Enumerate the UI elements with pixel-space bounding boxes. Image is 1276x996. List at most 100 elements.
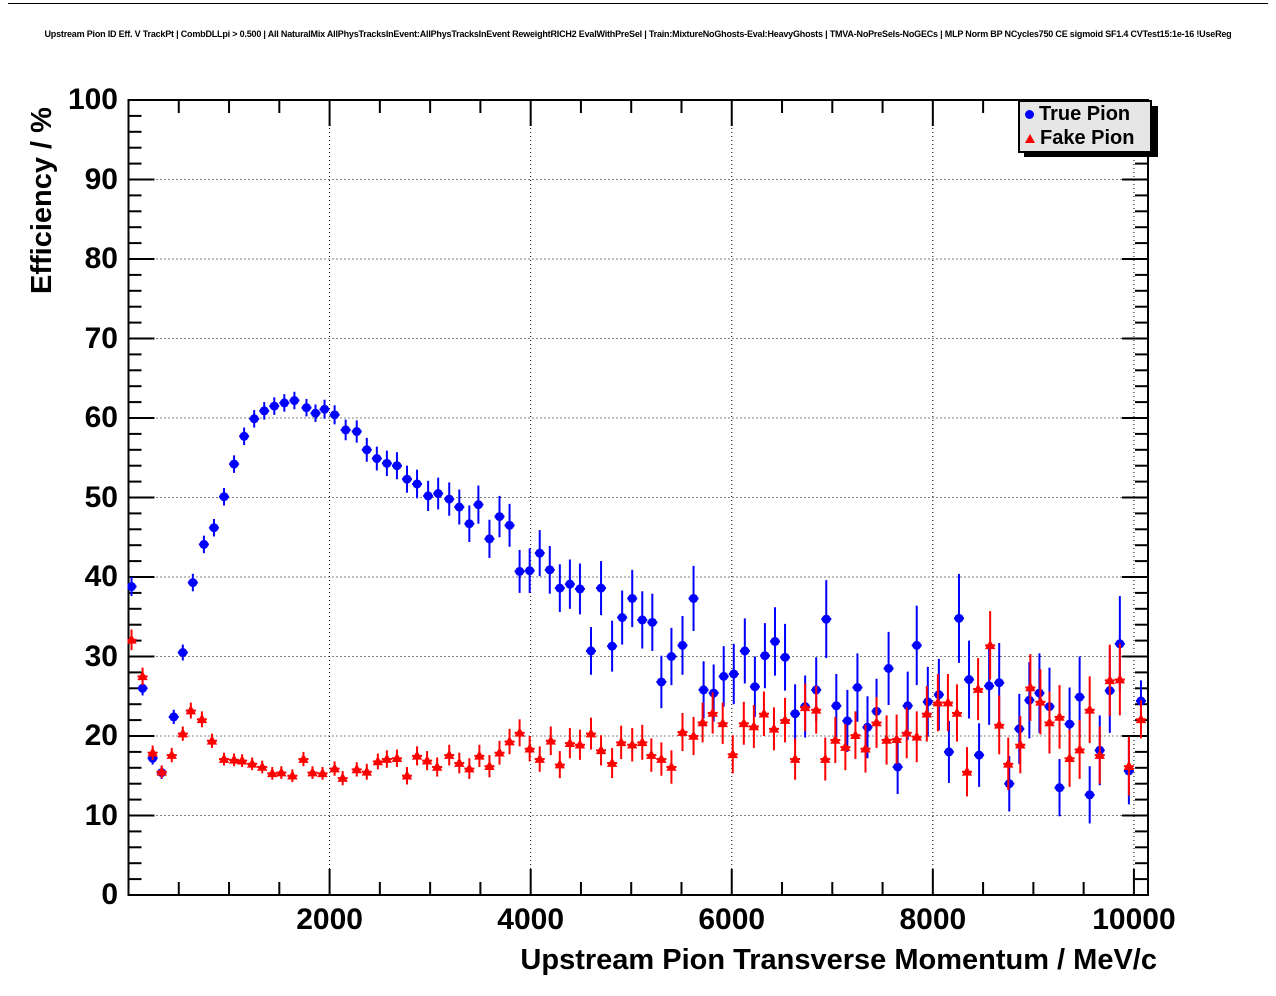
data-point-true-pion (289, 396, 299, 406)
y-tick-label: 50 (84, 480, 118, 514)
data-point-true-pion (555, 583, 565, 593)
data-point-true-pion (402, 474, 412, 484)
legend-label-true-pion: True Pion (1039, 103, 1131, 126)
data-point-true-pion (454, 502, 464, 512)
data-point-true-pion (352, 427, 362, 437)
data-point-fake-pion (799, 701, 811, 712)
data-point-true-pion (596, 583, 606, 593)
data-point-fake-pion (677, 726, 688, 736)
data-point-true-pion (923, 697, 933, 707)
data-point-fake-pion (137, 670, 148, 681)
data-point-fake-pion (545, 735, 556, 745)
data-point-fake-pion (236, 755, 248, 765)
y-tick-label: 90 (84, 162, 118, 196)
y-tick-label: 80 (84, 242, 118, 275)
data-point-fake-pion (401, 770, 413, 780)
data-point-true-pion (790, 709, 800, 719)
data-point-true-pion (842, 716, 852, 726)
data-point-true-pion (750, 682, 760, 692)
data-point-fake-pion (421, 755, 433, 765)
data-point-fake-pion (564, 737, 576, 747)
data-point-true-pion (831, 701, 841, 711)
data-point-true-pion (178, 648, 188, 658)
data-point-true-pion (392, 461, 402, 471)
x-tick-label: 6000 (698, 903, 766, 936)
data-point-true-pion (1065, 719, 1075, 729)
data-point-fake-pion (738, 717, 750, 728)
data-point-true-pion (330, 410, 340, 420)
legend: True Pion Fake Pion (1018, 100, 1152, 153)
data-point-fake-pion (411, 750, 423, 760)
data-point-fake-pion (748, 720, 760, 731)
y-tick-label: 100 (67, 83, 118, 116)
data-point-true-pion (545, 565, 555, 575)
data-point-fake-pion (697, 716, 708, 727)
data-point-true-pion (249, 414, 259, 424)
data-point-true-pion (893, 762, 903, 772)
x-tick-label: 8000 (899, 903, 967, 936)
data-point-true-pion (341, 425, 351, 435)
data-point-true-pion (525, 566, 535, 576)
data-point-true-pion (912, 640, 922, 650)
data-point-fake-pion (351, 763, 362, 774)
data-point-true-pion (269, 401, 279, 411)
data-point-true-pion (666, 652, 676, 661)
data-point-fake-pion (228, 754, 240, 764)
data-point-fake-pion (185, 705, 197, 715)
data-point-fake-pion (1064, 752, 1075, 763)
legend-entry-true-pion: True Pion (1020, 104, 1150, 125)
data-point-true-pion (127, 582, 137, 592)
data-point-true-pion (760, 651, 770, 661)
data-point-true-pion (259, 406, 269, 416)
data-point-fake-pion (666, 761, 677, 771)
data-point-fake-pion (1123, 760, 1135, 771)
data-point-true-pion (311, 408, 321, 418)
data-point-fake-pion (534, 753, 545, 763)
data-point-fake-pion (656, 753, 667, 763)
data-point-fake-pion (717, 717, 728, 728)
data-point-true-pion (944, 747, 954, 757)
data-point-fake-pion (860, 743, 871, 753)
data-point-fake-pion (840, 741, 851, 751)
data-point-true-pion (852, 683, 862, 693)
data-point-true-pion (444, 494, 454, 504)
data-point-fake-pion (514, 727, 525, 737)
data-point-fake-pion (1044, 716, 1055, 727)
data-point-fake-pion (287, 770, 298, 780)
y-tick-label: 0 (101, 878, 118, 911)
data-point-true-pion (575, 584, 585, 594)
data-point-fake-pion (1094, 749, 1105, 759)
data-point-fake-pion (1025, 682, 1036, 692)
plot-title: Upstream Pion ID Eff. V TrackPt | CombDL… (44, 29, 1232, 39)
data-point-true-pion (1085, 790, 1095, 800)
data-point-fake-pion (830, 734, 841, 744)
y-axis-title: Efficiency / % (26, 107, 58, 294)
data-point-fake-pion (627, 739, 638, 749)
legend-label-fake-pion: Fake Pion (1040, 126, 1135, 149)
data-point-fake-pion (961, 766, 973, 776)
legend-entry-fake-pion: Fake Pion (1020, 126, 1150, 149)
data-point-fake-pion (1015, 739, 1026, 749)
data-point-true-pion (607, 641, 617, 651)
series-fake-pion (127, 611, 1147, 797)
true-pion-marker-icon (1025, 110, 1034, 120)
data-point-fake-pion (850, 729, 861, 740)
data-point-fake-pion (1104, 674, 1115, 685)
data-point-fake-pion (177, 728, 188, 738)
data-point-fake-pion (707, 707, 718, 717)
data-point-true-pion (770, 636, 780, 646)
y-tick-label: 20 (84, 719, 118, 752)
data-point-fake-pion (595, 744, 607, 755)
data-point-true-pion (301, 403, 311, 413)
data-point-fake-pion (218, 753, 230, 763)
data-point-fake-pion (206, 735, 218, 745)
data-point-true-pion (382, 458, 392, 468)
data-point-fake-pion (951, 707, 963, 717)
data-point-true-pion (219, 492, 229, 502)
data-point-fake-pion (646, 749, 657, 759)
data-point-true-pion (586, 646, 596, 656)
data-point-fake-pion (820, 753, 831, 763)
fake-pion-marker-icon (1025, 133, 1035, 143)
data-point-fake-pion (196, 713, 208, 724)
